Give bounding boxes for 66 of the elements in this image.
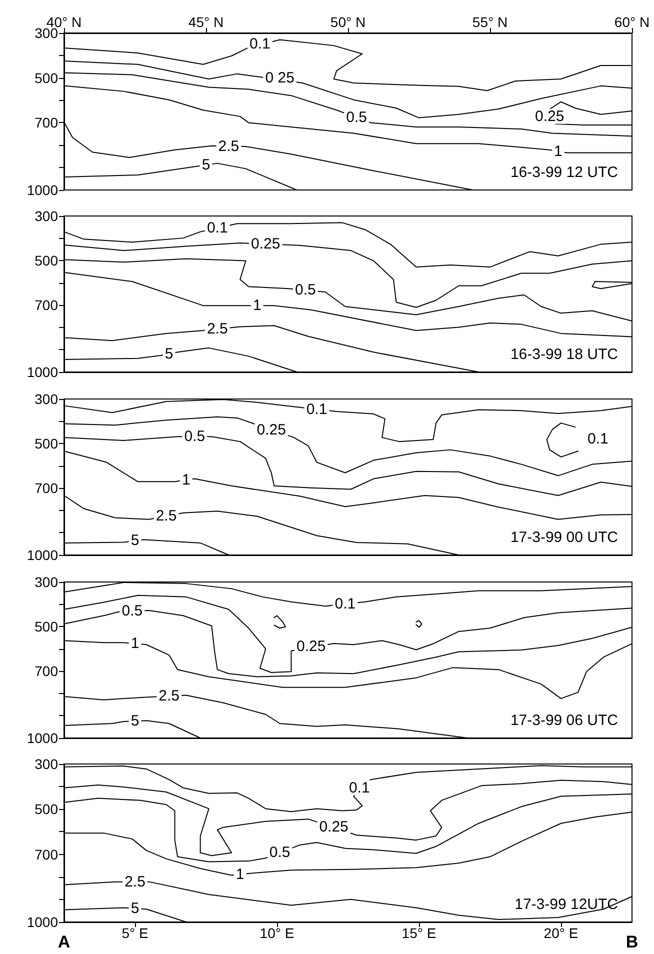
- annotation: 2.5: [158, 688, 180, 705]
- y-tick-label: 500: [34, 436, 58, 452]
- annotation: 17-3-99 00 UTC: [510, 529, 618, 546]
- annotation: 5: [130, 532, 140, 550]
- x-tick-label: 55° N: [472, 14, 508, 30]
- annotation: 17-3-99 06 UTC: [510, 712, 618, 729]
- y-tick-label: 500: [34, 801, 58, 818]
- annotation: 5: [164, 345, 174, 362]
- annotation: 0.25: [319, 818, 348, 836]
- y-tick-label: 700: [34, 480, 58, 496]
- y-tick-label: 700: [34, 114, 58, 131]
- x-tick-label: 10° E: [260, 925, 294, 941]
- y-tick-label: 300: [34, 756, 58, 772]
- annotation: 0.25: [256, 421, 286, 438]
- annotation: 0.1: [250, 35, 270, 52]
- annotation: 0 25: [265, 69, 294, 86]
- annotation: 0.25: [251, 236, 280, 253]
- y-tick-label: 500: [34, 252, 58, 269]
- annotation: 1: [236, 866, 244, 883]
- annotation: 5: [130, 712, 140, 730]
- y-tick-label: 500: [34, 70, 58, 86]
- x-tick-label: 15° E: [402, 925, 436, 941]
- y-tick-label: 300: [34, 208, 58, 224]
- annotation: 1: [182, 472, 190, 489]
- annotation: 2.5: [156, 508, 177, 525]
- annotation: 0.1: [206, 219, 228, 236]
- annotation: 2.5: [124, 873, 146, 890]
- annotation: 1: [252, 297, 262, 314]
- y-tick-label: 1000: [26, 364, 58, 380]
- y-tick-label: 300: [34, 574, 58, 590]
- y-tick-label: 1000: [26, 914, 58, 930]
- annotation: 0.5: [294, 282, 316, 299]
- y-tick-label: 700: [34, 663, 58, 680]
- y-tick-label: 700: [34, 846, 58, 862]
- annotation: 0.5: [346, 109, 367, 126]
- annotation: 0.5: [122, 602, 143, 620]
- annotation: 16-3-99 12 UTC: [510, 164, 618, 181]
- y-tick-label: 1000: [26, 182, 58, 198]
- y-tick-label: 1000: [26, 730, 58, 746]
- annotation: 16-3-99 18 UTC: [510, 346, 618, 363]
- annotation: 0.1: [348, 779, 370, 796]
- y-tick-label: 700: [34, 297, 58, 314]
- x-tick-label: 45° N: [188, 14, 224, 30]
- annotation: 0.5: [269, 844, 290, 862]
- text: A: [58, 932, 70, 952]
- annotation: 0.1: [587, 430, 608, 448]
- x-tick-label: 20° E: [544, 925, 578, 941]
- annotation: 0.25: [535, 108, 564, 125]
- y-tick-label: 1000: [26, 547, 58, 563]
- annotation: 5: [130, 900, 140, 917]
- annotation: 1: [554, 142, 562, 160]
- annotation: 0.5: [184, 428, 206, 446]
- y-tick-label: 300: [34, 391, 58, 407]
- x-tick-label: 50° N: [330, 14, 366, 30]
- annotation: 0.1: [334, 596, 356, 613]
- x-tick-label: 60° N: [614, 14, 650, 30]
- annotation: 1: [130, 635, 140, 652]
- y-tick-label: 500: [34, 618, 58, 635]
- annotation: 2.5: [218, 138, 240, 155]
- annotation: 5: [202, 156, 210, 174]
- annotation: 2.5: [206, 320, 228, 338]
- annotation: 17-3-99 12UTC: [514, 896, 618, 913]
- x-tick-label: 5° E: [122, 925, 148, 941]
- annotation: 0.1: [306, 400, 328, 418]
- text: B: [626, 932, 638, 952]
- annotation: 0.25: [296, 638, 326, 656]
